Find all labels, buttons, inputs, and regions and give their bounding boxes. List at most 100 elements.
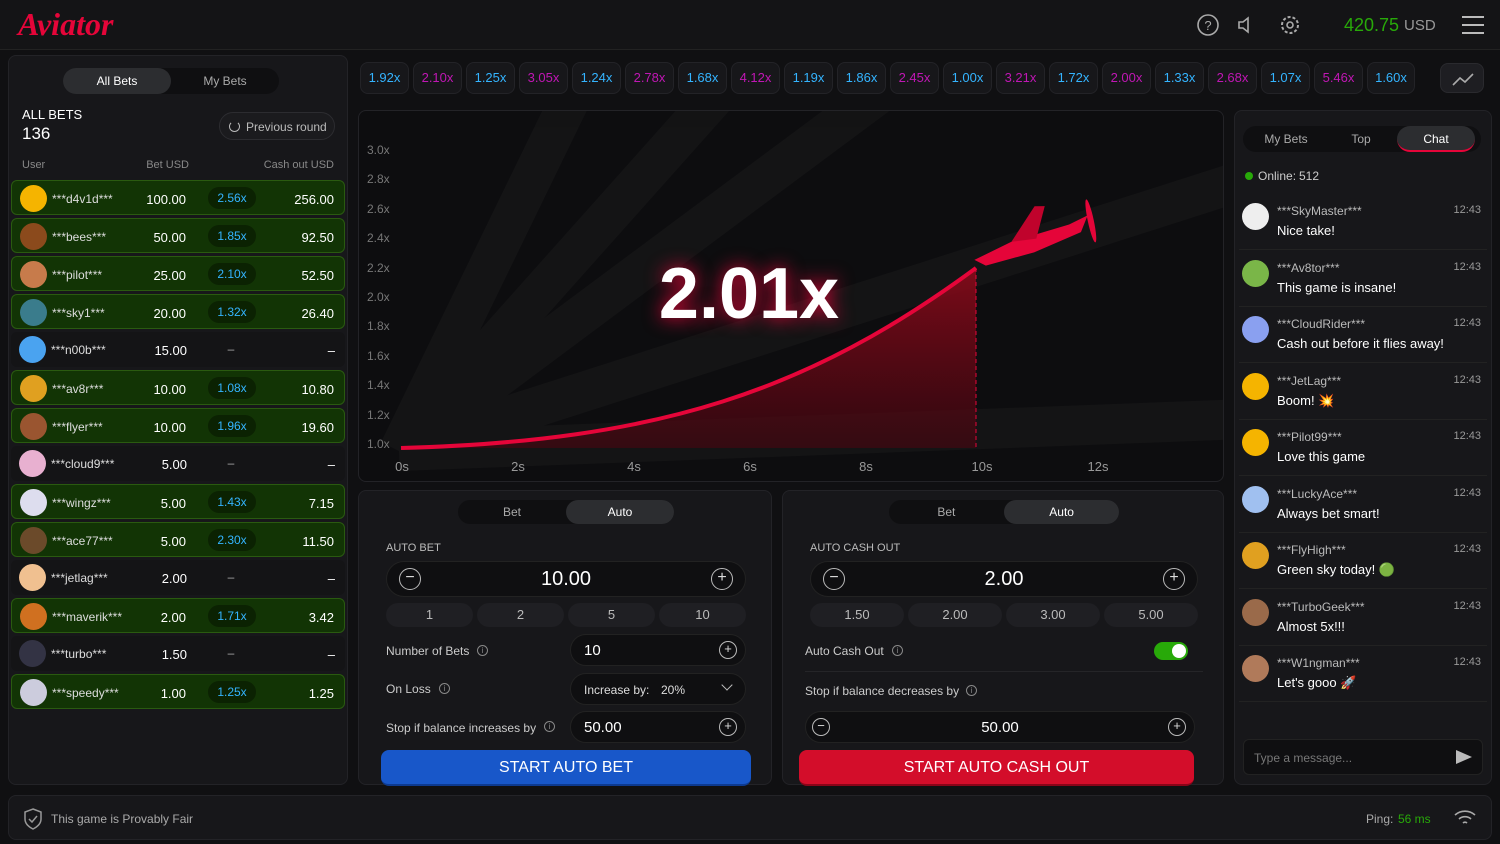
history-item[interactable]: 2.00x	[1102, 62, 1151, 94]
multiplier: 2.01x	[658, 254, 840, 334]
input-field[interactable]: +50.00	[570, 711, 746, 743]
curve-area	[401, 268, 976, 448]
divider	[1239, 362, 1487, 363]
logo[interactable]: Aviator	[18, 6, 114, 42]
history-item[interactable]: 2.10x	[413, 62, 462, 94]
quick-amount[interactable]: 2.00	[908, 603, 1002, 627]
chat-user: ***Pilot99***	[1277, 430, 1342, 444]
chat-text: Cash out before it flies away!	[1277, 336, 1444, 351]
quick-amount[interactable]: 1.50	[810, 603, 904, 627]
tab[interactable]: Bet	[502, 505, 521, 519]
tab[interactable]: Auto	[1004, 500, 1120, 524]
quick-amount[interactable]: 10	[659, 603, 746, 627]
quick-amount[interactable]: 5.00	[1104, 603, 1198, 627]
history-item[interactable]: 1.60x	[1367, 62, 1415, 94]
divider	[1239, 249, 1487, 250]
avatar	[20, 527, 47, 554]
send-icon[interactable]	[1456, 750, 1472, 764]
history-item[interactable]: 4.12x	[731, 62, 780, 94]
chat-user: ***SkyMaster***	[1277, 204, 1362, 218]
column-header: Bet USD	[146, 159, 189, 171]
field-label: Stop if balance decreases by	[805, 684, 960, 698]
help-icon[interactable]	[1197, 14, 1219, 36]
history-item[interactable]: 1.19x	[784, 62, 833, 94]
cashout: –	[327, 457, 335, 472]
toggle[interactable]	[1154, 642, 1188, 660]
tab[interactable]: My Bets	[1264, 132, 1308, 146]
history-item[interactable]: 1.00x	[943, 62, 992, 94]
input-field[interactable]: +10	[570, 634, 746, 666]
minus-button[interactable]: −	[823, 568, 845, 590]
menu-icon[interactable]	[1462, 15, 1484, 35]
history-item[interactable]: 5.46x	[1314, 62, 1363, 94]
avatar	[1242, 429, 1269, 456]
plus-button[interactable]: +	[719, 718, 737, 736]
stop-value: 50.00	[584, 719, 622, 736]
history-item[interactable]: 1.92x	[360, 62, 409, 94]
x-axis-label: 2s	[511, 459, 525, 474]
chat-text: Boom! 💥	[1277, 392, 1335, 408]
bet-amount: 15.00	[154, 343, 187, 358]
avatar	[20, 603, 47, 630]
history-item[interactable]: 2.78x	[625, 62, 674, 94]
history-item[interactable]: 1.07x	[1261, 62, 1310, 94]
info-icon: i	[439, 683, 450, 694]
history-item[interactable]: 1.33x	[1155, 62, 1204, 94]
plus-button[interactable]: +	[719, 641, 737, 659]
x-axis-label: 6s	[743, 459, 757, 474]
chat-input[interactable]: Type a message...	[1243, 739, 1483, 775]
input-field[interactable]: Increase by: 20%	[570, 673, 746, 705]
amount-input[interactable]: 2.00 − +	[810, 561, 1198, 597]
plus-button[interactable]: +	[711, 568, 733, 590]
sound-icon[interactable]	[1238, 16, 1249, 34]
fair-text[interactable]: This game is Provably Fair	[51, 812, 194, 826]
history-toggle[interactable]	[1440, 63, 1484, 93]
dropdown-arrow[interactable]	[721, 679, 733, 691]
cashout: 11.50	[302, 534, 334, 549]
quick-amount[interactable]: 1	[386, 603, 473, 627]
start-button[interactable]: START AUTO BET	[381, 750, 751, 786]
previous-round-text[interactable]: Previous round	[246, 120, 327, 134]
chat-time: 12:43	[1453, 317, 1481, 329]
history-item[interactable]: 1.24x	[572, 62, 621, 94]
previous-round[interactable]: Previous round	[219, 112, 335, 140]
avatar	[20, 261, 47, 288]
tab[interactable]: All Bets	[63, 68, 171, 94]
user: ***jetlag***	[51, 571, 108, 585]
history-item[interactable]: 1.72x	[1049, 62, 1098, 94]
avatar	[20, 413, 47, 440]
section-label: AUTO BET	[386, 542, 441, 554]
quick-amount[interactable]: 2	[477, 603, 564, 627]
minus-button[interactable]: −	[399, 568, 421, 590]
quick-amount[interactable]: 5	[568, 603, 655, 627]
start-button[interactable]: START AUTO CASH OUT	[799, 750, 1194, 786]
input-field[interactable]: + − 50.00	[805, 711, 1195, 743]
history-item[interactable]: 3.05x	[519, 62, 568, 94]
cashout: 52.50	[301, 268, 334, 283]
history-item[interactable]: 1.86x	[837, 62, 886, 94]
chat-text: Let's gooo 🚀	[1277, 675, 1357, 690]
quick-amount[interactable]: 3.00	[1006, 603, 1100, 627]
history-item[interactable]: 2.45x	[890, 62, 939, 94]
plus-button[interactable]: +	[1163, 568, 1185, 590]
history-item[interactable]: 1.68x	[678, 62, 727, 94]
history-item[interactable]: 2.68x	[1208, 62, 1257, 94]
cashout: 10.80	[301, 382, 334, 397]
tab[interactable]: My Bets	[203, 74, 247, 88]
chat-text: Green sky today! 🟢	[1277, 562, 1396, 577]
plus-button[interactable]: +	[1168, 718, 1186, 736]
history-item[interactable]: 1.25x	[466, 62, 515, 94]
settings-icon[interactable]	[1281, 16, 1299, 34]
column-header: User	[22, 159, 46, 171]
tab[interactable]: Bet	[937, 505, 956, 519]
minus-button[interactable]: −	[812, 718, 830, 736]
tab[interactable]: Auto	[566, 500, 674, 524]
column-header: Cash out USD	[263, 159, 334, 171]
history-item[interactable]: 3.21x	[996, 62, 1045, 94]
bet-amount: 50.00	[153, 230, 186, 245]
info-icon: i	[966, 685, 977, 696]
amount-input[interactable]: 10.00 − +	[386, 561, 746, 597]
tab[interactable]: Top	[1351, 132, 1371, 146]
ping-label: Ping:	[1366, 812, 1394, 826]
tab[interactable]: Chat	[1397, 126, 1475, 152]
